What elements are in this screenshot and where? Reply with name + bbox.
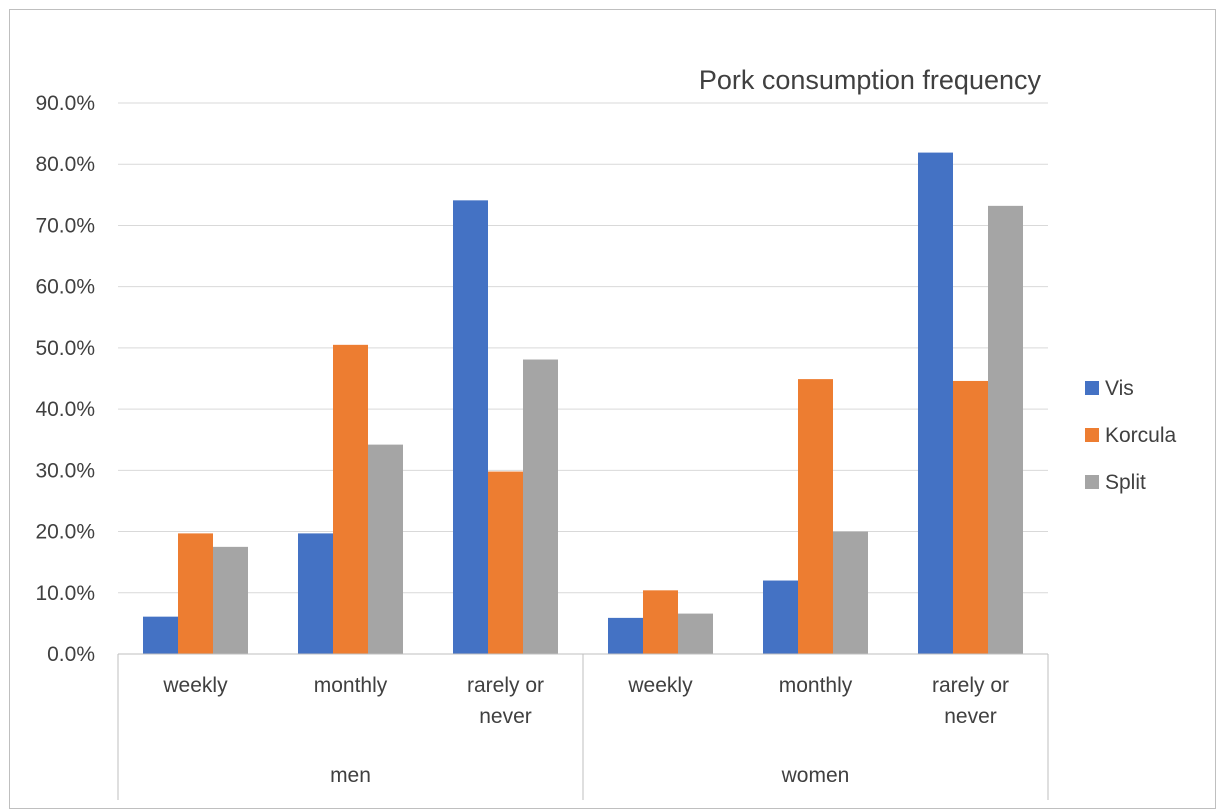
bar-split-men-weekly [213, 546, 248, 654]
chart-title: Pork consumption frequency [699, 65, 1042, 95]
x-category-label: weekly [162, 674, 228, 697]
y-tick-label: 20.0% [35, 521, 95, 544]
bar-split-men-monthly [368, 444, 403, 654]
bar-split-women-rarely-or-never [988, 205, 1023, 654]
legend-label-split: Split [1105, 471, 1146, 494]
x-category-label: monthly [314, 674, 388, 697]
bar-vis-men-monthly [298, 533, 333, 654]
legend-label-korcula: Korcula [1105, 424, 1177, 447]
y-tick-label: 60.0% [35, 276, 95, 299]
bar-korcula-men-rarely-or-never [488, 471, 523, 654]
y-tick-label: 90.0% [35, 92, 95, 115]
bar-korcula-men-weekly [178, 533, 213, 654]
y-tick-label: 50.0% [35, 337, 95, 360]
bar-vis-men-weekly [143, 616, 178, 654]
legend-swatch-vis [1085, 381, 1099, 395]
x-category-label: rarely or never [932, 674, 1009, 728]
bar-korcula-women-rarely-or-never [953, 380, 988, 654]
bar-vis-men-rarely-or-never [453, 200, 488, 655]
bar-korcula-women-weekly [643, 590, 678, 654]
y-tick-label: 70.0% [35, 214, 95, 237]
x-category-label: weekly [627, 674, 693, 697]
legend-swatch-korcula [1085, 428, 1099, 442]
y-tick-label: 40.0% [35, 398, 95, 421]
bar-split-men-rarely-or-never [523, 359, 558, 654]
legend-swatch-split [1085, 475, 1099, 489]
y-tick-label: 30.0% [35, 459, 95, 482]
bar-split-women-weekly [678, 613, 713, 654]
bar-korcula-women-monthly [798, 379, 833, 654]
bar-vis-women-weekly [608, 617, 643, 654]
x-group-label: women [781, 764, 850, 787]
x-group-label: men [330, 764, 371, 787]
y-tick-label: 80.0% [35, 153, 95, 176]
bar-korcula-men-monthly [333, 344, 368, 654]
x-category-label: rarely or never [467, 674, 544, 728]
legend-label-vis: Vis [1105, 377, 1134, 400]
bar-vis-women-rarely-or-never [918, 152, 953, 654]
y-tick-label: 0.0% [47, 643, 95, 666]
bar-vis-women-monthly [763, 580, 798, 654]
x-category-label: monthly [779, 674, 853, 697]
bar-chart: Pork consumption frequency 0.0% 10.0% 20.0… [35, 65, 1177, 800]
bar-split-women-monthly [833, 531, 868, 654]
chart-frame: Pork consumption frequency 0.0% 10.0% 20.0… [9, 9, 1216, 809]
y-tick-label: 10.0% [35, 582, 95, 605]
